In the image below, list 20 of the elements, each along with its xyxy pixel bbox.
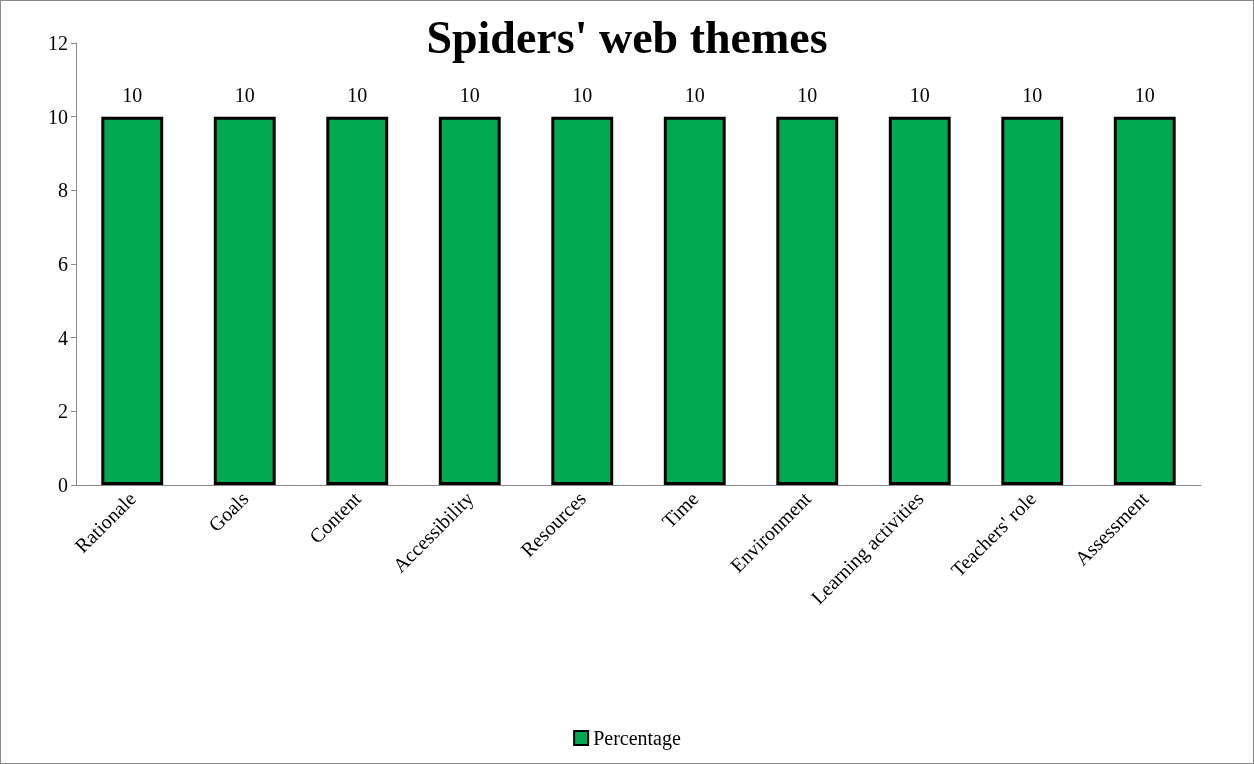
y-tick-label: 12 xyxy=(48,32,68,54)
y-tick-label: 8 xyxy=(58,179,68,202)
data-label: 10 xyxy=(122,83,143,106)
y-tick-label: 10 xyxy=(48,105,68,128)
data-label: 10 xyxy=(234,83,255,106)
data-label: 10 xyxy=(347,83,368,106)
data-label: 10 xyxy=(1134,83,1155,106)
y-tick-label: 0 xyxy=(58,474,68,496)
legend-label: Percentage xyxy=(593,727,681,750)
y-tick-label: 2 xyxy=(58,400,68,423)
y-tick-label: 6 xyxy=(58,253,68,275)
data-label: 10 xyxy=(909,83,930,106)
chart-title: Spiders' web themes xyxy=(426,11,828,63)
data-label: 10 xyxy=(797,83,818,106)
data-label: 10 xyxy=(572,83,593,106)
data-label: 10 xyxy=(459,83,480,106)
data-label: 10 xyxy=(1022,83,1043,106)
data-label: 10 xyxy=(684,83,705,106)
y-tick-label: 4 xyxy=(58,326,68,349)
x-tick-label: Time xyxy=(657,487,703,533)
